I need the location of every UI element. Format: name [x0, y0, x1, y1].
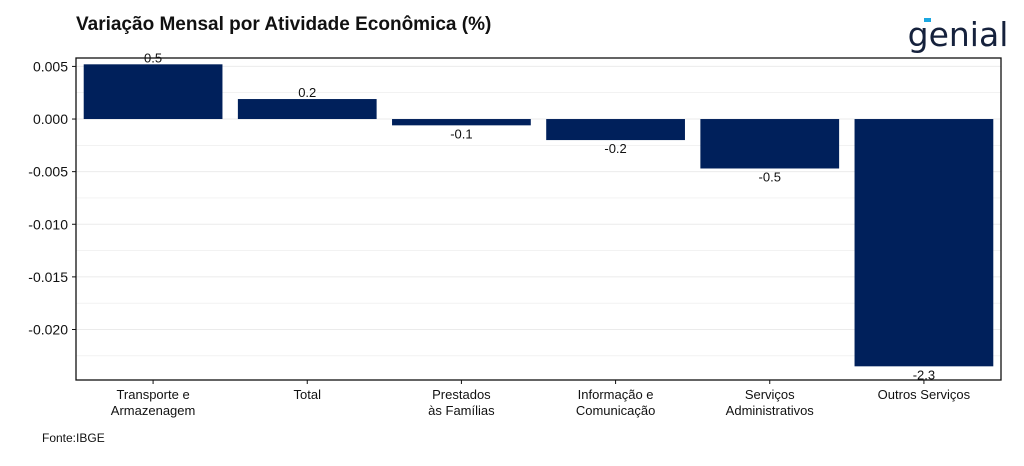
x-tick-label-line: Informação e: [578, 387, 654, 402]
data-label: -0.2: [604, 141, 626, 156]
chart-title: Variação Mensal por Atividade Econômica …: [76, 14, 492, 35]
plot-panel: [76, 58, 1001, 380]
x-tick-label-line: Administrativos: [726, 403, 815, 418]
data-label: -2.3: [913, 367, 935, 382]
y-tick-label: -0.005: [28, 164, 68, 180]
genial-logo: genial: [908, 16, 1008, 54]
logo-wordmark: genial: [908, 16, 1008, 54]
bar: [854, 119, 994, 367]
x-tick-label: Prestados às Famílias: [428, 387, 495, 418]
x-tick-label: Total: [294, 387, 322, 402]
x-tick-label: Informação e Comunicação: [576, 387, 656, 418]
x-tick-label-line: às Famílias: [428, 403, 495, 418]
y-tick-label: -0.010: [28, 216, 68, 232]
bar: [237, 99, 377, 120]
x-tick-label-line: Total: [294, 387, 322, 402]
data-label: 0.2: [298, 85, 316, 100]
x-tick-label-line: Prestados: [432, 387, 491, 402]
x-tick-label-line: Serviços: [745, 387, 795, 402]
y-tick-label: 0.005: [33, 58, 68, 74]
plot-border: [75, 57, 1002, 381]
x-tick-label: Serviços Administrativos: [726, 387, 815, 418]
x-tick-label: Transporte e Armazenagem: [111, 387, 196, 418]
data-label: -0.5: [759, 169, 781, 184]
bar: [700, 119, 840, 169]
y-tick-label: 0.000: [33, 111, 68, 127]
logo-accent-mark: [924, 18, 931, 22]
x-tick-label-line: Outros Serviços: [878, 387, 971, 402]
source-note: Fonte:IBGE: [42, 431, 105, 445]
x-tick-label-line: Armazenagem: [111, 403, 196, 418]
bar: [392, 119, 531, 126]
y-tick-label: -0.020: [28, 321, 68, 337]
data-label: -0.1: [450, 126, 472, 141]
x-tick-label-line: Comunicação: [576, 403, 656, 418]
bar: [83, 64, 223, 120]
bar: [546, 119, 685, 141]
x-tick-label-line: Transporte e: [116, 387, 189, 402]
x-tick-label: Outros Serviços: [878, 387, 971, 402]
y-tick-label: -0.015: [28, 269, 68, 285]
